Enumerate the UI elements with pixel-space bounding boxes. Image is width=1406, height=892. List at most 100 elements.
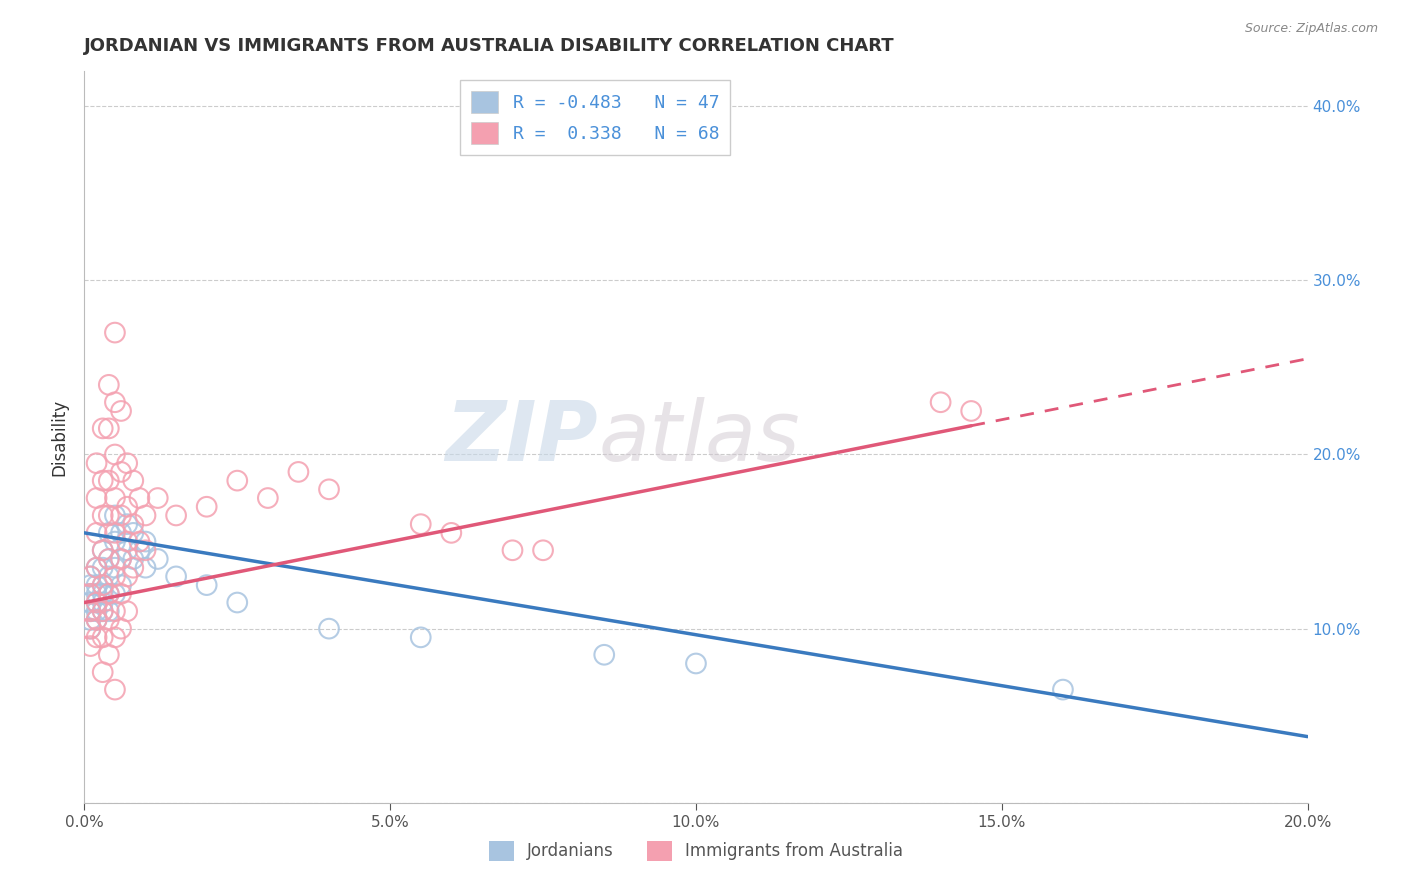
Point: [115, 456, 138, 470]
Point: [97, 508, 120, 523]
Point: [86, 525, 108, 540]
Point: [91, 560, 114, 574]
Point: [86, 560, 108, 574]
Point: [122, 560, 145, 574]
Point: [685, 657, 707, 671]
Point: [440, 525, 463, 540]
Point: [79, 587, 101, 601]
Point: [91, 543, 114, 558]
Point: [86, 613, 108, 627]
Point: [91, 587, 114, 601]
Point: [318, 622, 340, 636]
Point: [86, 456, 108, 470]
Point: [128, 534, 150, 549]
Point: [79, 587, 101, 601]
Legend: Jordanians, Immigrants from Australia: Jordanians, Immigrants from Australia: [482, 834, 910, 868]
Point: [110, 622, 132, 636]
Point: [91, 474, 114, 488]
Point: [97, 604, 120, 618]
Point: [122, 552, 145, 566]
Point: [146, 491, 169, 505]
Point: [86, 604, 108, 618]
Point: [115, 517, 138, 532]
Point: [135, 534, 157, 549]
Point: [91, 604, 114, 618]
Point: [122, 525, 145, 540]
Point: [110, 552, 132, 566]
Point: [97, 421, 120, 435]
Point: [86, 578, 108, 592]
Point: [135, 508, 157, 523]
Point: [97, 474, 120, 488]
Y-axis label: Disability: Disability: [51, 399, 69, 475]
Point: [104, 491, 127, 505]
Text: atlas: atlas: [598, 397, 800, 477]
Point: [91, 421, 114, 435]
Point: [104, 525, 127, 540]
Point: [195, 578, 218, 592]
Text: ZIP: ZIP: [446, 397, 598, 477]
Point: [104, 448, 127, 462]
Point: [195, 500, 218, 514]
Point: [135, 543, 157, 558]
Point: [97, 613, 120, 627]
Point: [86, 631, 108, 645]
Point: [104, 587, 127, 601]
Point: [115, 500, 138, 514]
Point: [110, 525, 132, 540]
Point: [97, 569, 120, 583]
Point: [79, 622, 101, 636]
Point: [86, 560, 108, 574]
Text: Source: ZipAtlas.com: Source: ZipAtlas.com: [1244, 22, 1378, 36]
Point: [97, 377, 120, 392]
Point: [79, 604, 101, 618]
Point: [287, 465, 309, 479]
Point: [104, 682, 127, 697]
Point: [122, 517, 145, 532]
Point: [104, 326, 127, 340]
Point: [104, 508, 127, 523]
Point: [79, 613, 101, 627]
Point: [502, 543, 524, 558]
Point: [86, 587, 108, 601]
Point: [79, 569, 101, 583]
Point: [104, 569, 127, 583]
Point: [91, 631, 114, 645]
Point: [531, 543, 554, 558]
Point: [122, 474, 145, 488]
Point: [79, 578, 101, 592]
Point: [226, 595, 249, 609]
Point: [115, 569, 138, 583]
Point: [165, 508, 187, 523]
Point: [97, 552, 120, 566]
Point: [146, 552, 169, 566]
Point: [79, 622, 101, 636]
Point: [104, 631, 127, 645]
Point: [128, 543, 150, 558]
Point: [91, 578, 114, 592]
Point: [110, 587, 132, 601]
Point: [97, 587, 120, 601]
Point: [165, 569, 187, 583]
Point: [409, 517, 432, 532]
Point: [86, 613, 108, 627]
Point: [91, 604, 114, 618]
Point: [226, 474, 249, 488]
Point: [593, 648, 616, 662]
Point: [86, 491, 108, 505]
Point: [110, 465, 132, 479]
Point: [91, 508, 114, 523]
Point: [79, 595, 101, 609]
Point: [91, 578, 114, 592]
Point: [110, 552, 132, 566]
Point: [257, 491, 280, 505]
Point: [79, 639, 101, 653]
Point: [86, 595, 108, 609]
Point: [91, 595, 114, 609]
Point: [104, 395, 127, 409]
Text: JORDANIAN VS IMMIGRANTS FROM AUSTRALIA DISABILITY CORRELATION CHART: JORDANIAN VS IMMIGRANTS FROM AUSTRALIA D…: [84, 37, 896, 54]
Point: [97, 525, 120, 540]
Point: [115, 543, 138, 558]
Point: [91, 665, 114, 680]
Point: [104, 560, 127, 574]
